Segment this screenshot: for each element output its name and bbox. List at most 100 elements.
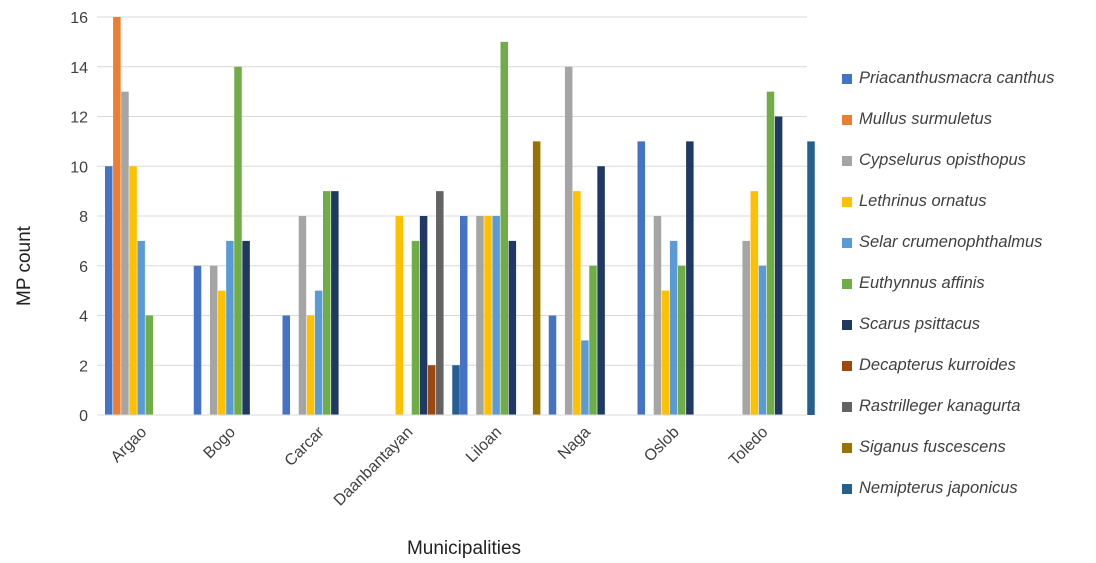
- bar-toledo-3: [750, 191, 759, 416]
- bar-toledo-2: [742, 240, 750, 416]
- bar-argao-2: [121, 91, 129, 416]
- bar-naga-6: [597, 166, 605, 415]
- legend-swatch: [842, 155, 852, 166]
- bar-daanbantayan-5: [411, 240, 420, 416]
- bar-naga-4: [581, 340, 589, 416]
- gridlines: [97, 16, 807, 366]
- legend-swatch: [842, 237, 852, 248]
- legend-swatch: [842, 360, 852, 371]
- bar-carcar-6: [331, 191, 339, 416]
- legend-label: Rastrilleger kanagurta: [859, 397, 1021, 415]
- bar-liloan-0: [460, 216, 468, 415]
- legend-label: Decapterus kurroides: [859, 356, 1016, 374]
- legend-entry: Selar crumenophthalmus: [842, 222, 1092, 263]
- bar-carcar-2: [298, 216, 307, 415]
- legend-entry: Nemipterus japonicus: [842, 468, 1092, 509]
- legend-swatch: [842, 442, 852, 453]
- bar-bogo-5: [234, 66, 242, 415]
- bar-bogo-4: [226, 240, 234, 416]
- legend-swatch: [842, 319, 852, 330]
- bar-argao-1: [113, 17, 121, 415]
- bar-naga-0: [548, 315, 557, 415]
- x-tick-label: Toledo: [726, 424, 771, 469]
- bar-naga-2: [564, 66, 573, 415]
- bar-carcar-4: [314, 290, 323, 416]
- bars: [105, 17, 815, 416]
- bar-oslob-0: [637, 141, 645, 416]
- bar-daanbantayan-8: [436, 191, 444, 416]
- bar-bogo-3: [218, 290, 226, 416]
- bar-liloan-5: [500, 41, 508, 416]
- legend-swatch: [842, 278, 852, 289]
- y-tick-label: 4: [79, 309, 88, 326]
- bar-toledo-5: [766, 91, 775, 416]
- bar-oslob-4: [669, 240, 678, 416]
- bar-naga-5: [589, 265, 597, 415]
- bar-oslob-6: [686, 141, 694, 416]
- bar-liloan-3: [484, 216, 492, 415]
- bar-carcar-5: [323, 191, 331, 416]
- y-tick-label: 12: [70, 110, 88, 127]
- bar-argao-5: [145, 315, 153, 415]
- legend-entry: Lethrinus ornatus: [842, 181, 1092, 222]
- y-axis-title: MP count: [14, 225, 35, 306]
- x-tick-label: Daanbantayan: [331, 424, 417, 510]
- bar-argao-4: [137, 240, 145, 416]
- bar-argao-0: [105, 166, 113, 415]
- bar-daanbantayan-10: [452, 365, 460, 415]
- bar-daanbantayan-7: [427, 365, 436, 415]
- legend-label: Priacanthusmacra canthus: [859, 69, 1055, 87]
- legend-label: Selar crumenophthalmus: [859, 233, 1043, 251]
- legend-label: Nemipterus japonicus: [859, 479, 1018, 497]
- x-tick-label: Liloan: [463, 424, 505, 466]
- bar-liloan-2: [476, 216, 484, 415]
- x-axis-title: Municipalities: [407, 538, 521, 559]
- y-tick-label: 2: [79, 358, 88, 375]
- bar-argao-3: [129, 166, 137, 415]
- legend-entry: Rastrilleger kanagurta: [842, 386, 1092, 427]
- bar-liloan-9: [532, 141, 541, 416]
- y-tick-label: 6: [79, 259, 88, 276]
- y-axis-ticks: 0 2 4 6 8 10 12 14 16: [70, 10, 88, 425]
- legend-label: Lethrinus ornatus: [859, 192, 987, 210]
- x-tick-label: Naga: [555, 424, 594, 463]
- bar-oslob-5: [678, 265, 686, 415]
- bar-oslob-3: [661, 290, 670, 416]
- legend-swatch: [842, 196, 852, 207]
- legend-label: Siganus fuscescens: [859, 438, 1006, 456]
- y-tick-label: 10: [70, 159, 88, 176]
- legend-swatch: [842, 73, 852, 84]
- x-tick-label: Bogo: [201, 424, 240, 463]
- legend-entry: Mullus surmuletus: [842, 99, 1092, 140]
- y-tick-label: 0: [79, 408, 88, 425]
- x-tick-label: Oslob: [641, 424, 683, 466]
- legend-swatch: [842, 483, 852, 494]
- legend-entry: Decapterus kurroides: [842, 345, 1092, 386]
- legend-label: Cypselurus opisthopus: [859, 151, 1026, 169]
- bar-naga-3: [573, 191, 581, 416]
- bar-toledo-6: [774, 116, 783, 415]
- bar-toledo-4: [758, 265, 767, 415]
- legend-entry: Priacanthusmacra canthus: [842, 58, 1092, 99]
- bar-liloan-4: [492, 216, 500, 415]
- bar-bogo-0: [193, 265, 202, 415]
- legend-entry: Cypselurus opisthopus: [842, 140, 1092, 181]
- legend-swatch: [842, 401, 852, 412]
- legend-label: Mullus surmuletus: [859, 110, 992, 128]
- bar-bogo-6: [242, 240, 250, 416]
- legend-swatch: [842, 114, 852, 125]
- x-tick-label: Argao: [108, 424, 150, 466]
- bar-oslob-2: [653, 216, 662, 415]
- legend-label: Euthynnus affinis: [859, 274, 985, 292]
- bar-daanbantayan-3: [395, 216, 404, 415]
- bar-toledo-10: [807, 141, 815, 416]
- legend: Priacanthusmacra canthus Mullus surmuletu…: [842, 58, 1092, 509]
- x-tick-label: Carcar: [282, 423, 328, 469]
- legend-label: Scarus psittacus: [859, 315, 981, 333]
- bar-daanbantayan-6: [419, 216, 428, 415]
- legend-entry: Scarus psittacus: [842, 304, 1092, 345]
- y-tick-label: 16: [70, 10, 88, 27]
- y-tick-label: 8: [79, 209, 88, 226]
- bar-bogo-2: [209, 265, 218, 415]
